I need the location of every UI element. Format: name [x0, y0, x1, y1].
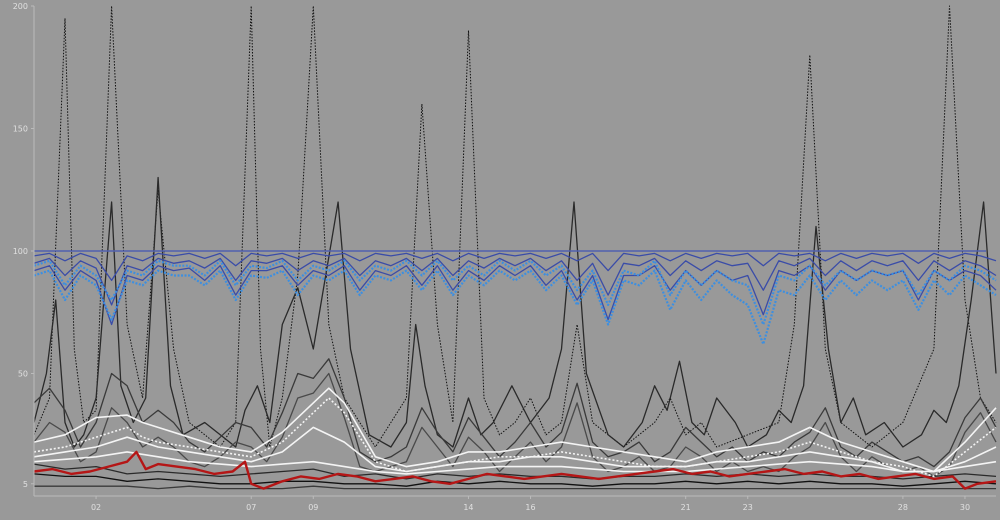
- red-series-line: [33, 450, 997, 490]
- black-series-line: [33, 473, 997, 487]
- x-tick-label: 23: [743, 503, 753, 512]
- x-tick-label: 09: [308, 503, 318, 512]
- blue-dark-series-line: [33, 252, 997, 282]
- white-series-line: [33, 426, 997, 473]
- black-series-line: [34, 485, 996, 490]
- x-tick-label: 14: [463, 503, 473, 512]
- y-tick-label: 200: [13, 2, 28, 11]
- axes-group: 5 50 100 150 200 02 07 09 14 16 21 23 28 30: [13, 2, 996, 512]
- blue-dark-series-line: [33, 257, 997, 306]
- y-tick-label: 150: [13, 125, 28, 134]
- x-tick-label: 02: [91, 503, 101, 512]
- white-series-line: [33, 397, 997, 478]
- y-tick-label: 5: [23, 480, 28, 489]
- x-tick-label: 28: [898, 503, 908, 512]
- black-series-line: [33, 176, 997, 448]
- x-tick-label: 21: [681, 503, 691, 512]
- blue-light-series-line: [33, 259, 997, 326]
- white-series-line: [33, 451, 997, 475]
- x-tick-label: 07: [246, 503, 256, 512]
- white-series-line: [33, 387, 997, 473]
- y-tick-label: 100: [13, 247, 28, 256]
- blue-dark-series-line: [33, 265, 997, 326]
- x-tick-label: 16: [525, 503, 535, 512]
- series-group: [33, 5, 997, 490]
- black-series-line: [33, 358, 997, 468]
- x-tick-label: 30: [960, 503, 970, 512]
- y-tick-label: 50: [18, 370, 28, 379]
- blue-light-series-line: [33, 269, 997, 346]
